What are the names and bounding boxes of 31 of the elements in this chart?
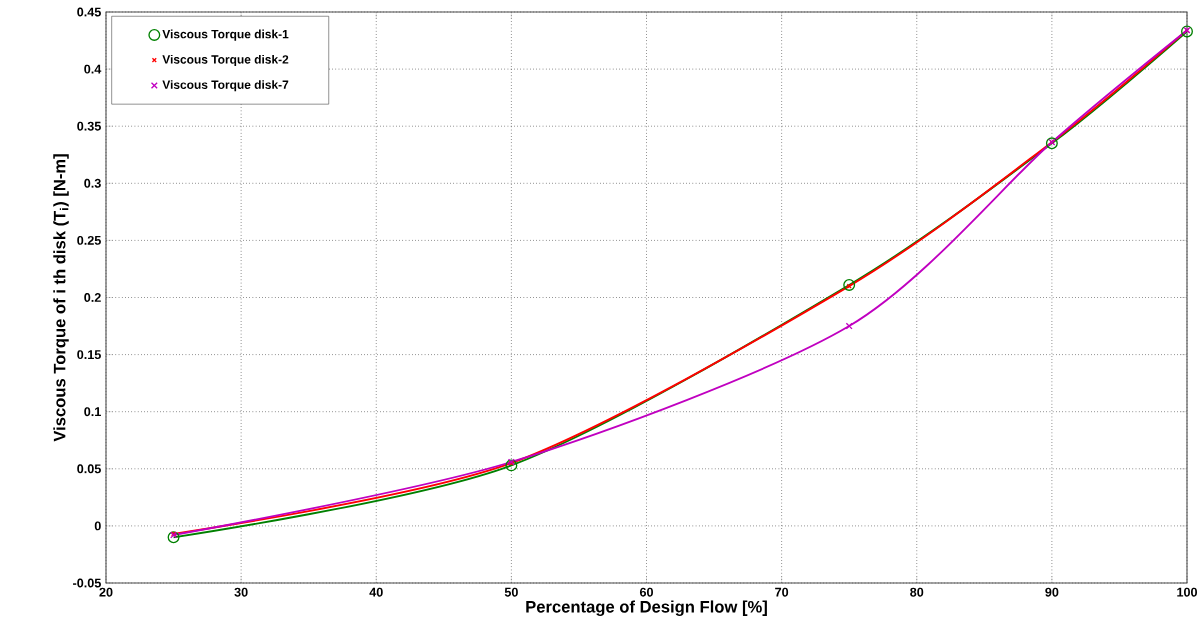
x-tick-label: 80: [910, 587, 924, 597]
x-tick-label: 70: [775, 587, 789, 597]
x-tick-label: 100: [1177, 587, 1198, 597]
y-tick-label: 0.4: [84, 64, 102, 74]
x-tick-label: 90: [1045, 587, 1059, 597]
x-tick-label: 20: [99, 587, 113, 597]
x-tick-label: 30: [234, 587, 248, 597]
point: [505, 459, 518, 472]
y-tick-label: 0.2: [84, 293, 101, 302]
x-tick-label: 50: [504, 587, 518, 597]
point: [1181, 25, 1193, 38]
point: [845, 322, 853, 330]
y-tick-label: 0.45: [77, 7, 101, 17]
y-tick-label: 0: [94, 521, 101, 531]
legend-label: Viscous Torque disk-7: [162, 80, 289, 92]
legend-label: Viscous Torque disk-1: [162, 29, 289, 41]
x-tick-label: 60: [639, 587, 653, 597]
point: [843, 278, 856, 291]
point: [167, 531, 180, 544]
x-tick-label: 40: [369, 587, 383, 597]
y-tick-label: 0.05: [77, 464, 101, 474]
x-axis-title: Percentage of Design Flow [%]: [526, 600, 767, 616]
legend-label: Viscous Torque disk-2: [162, 54, 289, 67]
y-tick-label: 0.35: [77, 121, 101, 131]
y-axis-title: Viscous Torque of i th disk (T$_{i}$) [N-m]: [53, 154, 69, 442]
y-tick-label: -0.05: [73, 578, 101, 588]
point: [1045, 137, 1058, 150]
y-tick-label: 0.15: [77, 350, 101, 360]
y-tick-label: 0.3: [84, 178, 101, 188]
y-tick-label: 0.1: [84, 407, 101, 417]
y-tick-label: 0.25: [77, 235, 101, 245]
